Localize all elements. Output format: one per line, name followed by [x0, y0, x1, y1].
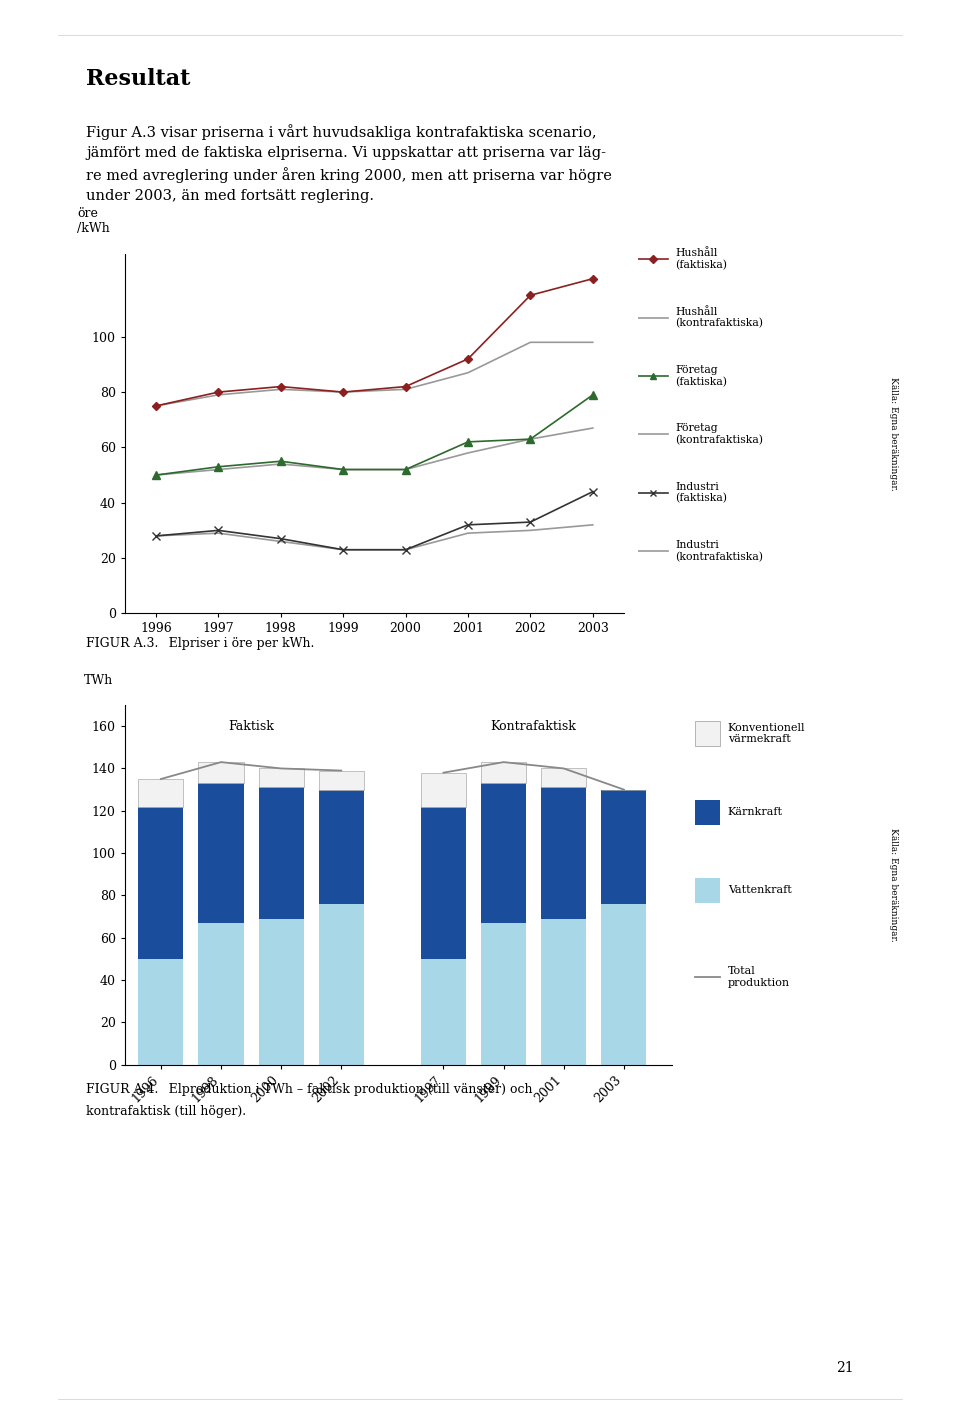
- Bar: [420, 807, 466, 959]
- FancyBboxPatch shape: [695, 799, 720, 825]
- Text: Kontrafaktisk: Kontrafaktisk: [491, 719, 577, 733]
- Bar: [481, 761, 526, 784]
- Text: öre
/kWh: öre /kWh: [78, 207, 110, 235]
- Bar: [601, 790, 646, 904]
- Text: Industri
(kontrafaktiska): Industri (kontrafaktiska): [675, 540, 763, 563]
- Bar: [601, 904, 646, 1065]
- Text: Källa: Egna beräkningar.: Källa: Egna beräkningar.: [889, 828, 899, 942]
- FancyBboxPatch shape: [695, 878, 720, 902]
- Text: 21: 21: [836, 1361, 853, 1375]
- Bar: [258, 919, 303, 1065]
- Bar: [420, 773, 466, 807]
- Bar: [541, 787, 587, 919]
- Bar: [319, 790, 364, 904]
- Bar: [481, 922, 526, 1065]
- Text: Vattenkraft: Vattenkraft: [728, 885, 791, 895]
- Bar: [541, 768, 587, 787]
- Bar: [199, 761, 244, 784]
- Text: Företag
(faktiska): Företag (faktiska): [675, 365, 728, 386]
- Text: Total
produktion: Total produktion: [728, 966, 790, 987]
- Bar: [138, 959, 183, 1065]
- Text: Kärnkraft: Kärnkraft: [728, 807, 782, 816]
- Bar: [199, 784, 244, 922]
- Bar: [420, 959, 466, 1065]
- Bar: [481, 784, 526, 922]
- Text: Hushåll
(faktiska): Hushåll (faktiska): [675, 248, 728, 271]
- Text: TWh: TWh: [84, 674, 113, 687]
- Text: Konventionell
värmekraft: Konventionell värmekraft: [728, 723, 805, 744]
- FancyBboxPatch shape: [695, 721, 720, 746]
- Text: Resultat: Resultat: [86, 68, 191, 90]
- Text: Källa: Egna beräkningar.: Källa: Egna beräkningar.: [889, 378, 899, 491]
- Bar: [258, 787, 303, 919]
- Bar: [138, 778, 183, 807]
- Bar: [258, 768, 303, 787]
- Text: Faktisk: Faktisk: [228, 719, 274, 733]
- Bar: [199, 922, 244, 1065]
- Bar: [319, 904, 364, 1065]
- Text: Figur A.3 visar priserna i vårt huvudsakliga kontrafaktiska scenario,
jämfört me: Figur A.3 visar priserna i vårt huvudsak…: [86, 124, 612, 203]
- Text: Industri
(faktiska): Industri (faktiska): [675, 482, 728, 503]
- Text: Företag
(kontrafaktiska): Företag (kontrafaktiska): [675, 423, 763, 446]
- Bar: [138, 807, 183, 959]
- Text: Hushåll
(kontrafaktiska): Hushåll (kontrafaktiska): [675, 306, 763, 329]
- Bar: [319, 770, 364, 790]
- Bar: [541, 919, 587, 1065]
- Text: kontrafaktisk (till höger).: kontrafaktisk (till höger).: [86, 1105, 247, 1118]
- Text: FIGUR A.4.  Elproduktion i TWh – faktisk produktion (till vänster) och: FIGUR A.4. Elproduktion i TWh – faktisk …: [86, 1083, 533, 1096]
- Text: FIGUR A.3.  Elpriser i öre per kWh.: FIGUR A.3. Elpriser i öre per kWh.: [86, 637, 315, 650]
